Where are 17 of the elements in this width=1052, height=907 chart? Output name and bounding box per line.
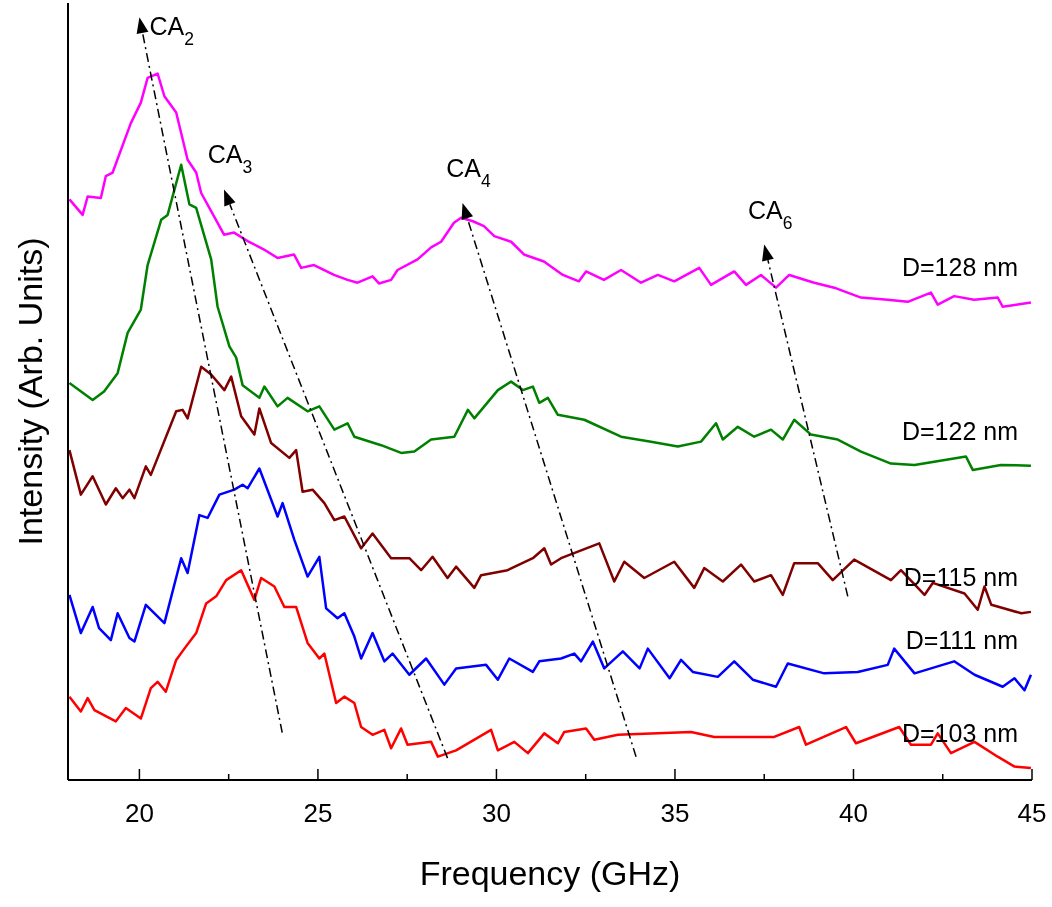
series-label: D=111 nm <box>905 625 1018 654</box>
x-tick-label: 25 <box>303 798 333 828</box>
annotation: CA$_{4}$ <box>446 153 492 191</box>
x-tick-label: 30 <box>481 798 511 828</box>
x-tick-label: 45 <box>1017 798 1047 828</box>
series-label: D=122 nm <box>901 416 1018 445</box>
text: CA$_{2}$ <box>149 12 194 50</box>
x-tick-label: 40 <box>839 798 868 828</box>
x-tick-label: 20 <box>124 798 154 828</box>
y-axis-title: Intensity (Arb. Units) <box>11 237 49 546</box>
x-axis-title: Frequency (GHz) <box>419 854 681 892</box>
series-label: D=128 nm <box>901 253 1018 282</box>
x-tick-label: 35 <box>660 798 690 828</box>
series-label: D=115 nm <box>903 562 1018 591</box>
annotation: CA$_{6}$ <box>747 195 793 233</box>
annotation: CA$_{3}$ <box>207 140 253 178</box>
series-label: D=103 nm <box>901 718 1018 747</box>
